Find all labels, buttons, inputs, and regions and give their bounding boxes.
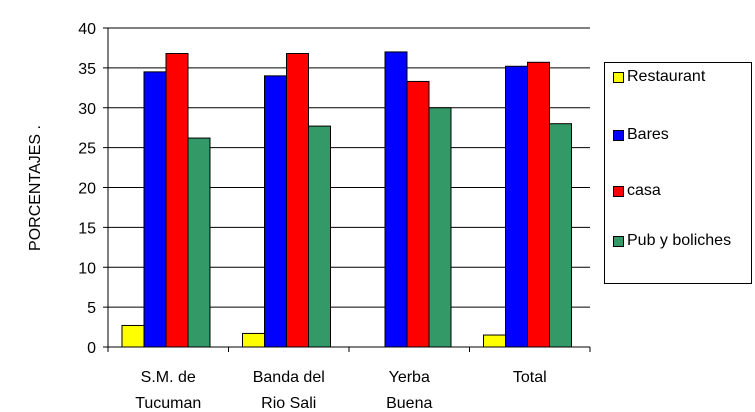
- bar-casa: [406, 80, 430, 348]
- y-tick-label: 0: [87, 340, 96, 357]
- bar-casa: [286, 53, 309, 348]
- y-tick-label: 35: [78, 61, 96, 78]
- bar-bares: [143, 71, 167, 348]
- legend-label: Restaurant: [627, 68, 706, 85]
- legend-swatch: [613, 130, 624, 141]
- y-tick-label: 20: [78, 181, 96, 198]
- bar-pub-y-boliches: [187, 137, 211, 348]
- y-tick-label: 15: [78, 220, 96, 237]
- y-tick-label: 25: [78, 141, 96, 158]
- bar-bares: [505, 65, 528, 348]
- legend: Restaurant Bares casa Pub y boliches: [604, 62, 752, 284]
- bar-restaurant: [242, 332, 265, 348]
- x-tick-label: Banda del: [253, 369, 325, 386]
- x-tick-label: Yerba: [389, 369, 430, 386]
- legend-label: Bares: [627, 126, 669, 143]
- x-tick-labels: S.M. de Tucuman Banda del Rio Sali Yerba Buen…: [135, 369, 546, 412]
- bar-restaurant: [121, 324, 145, 348]
- bar-casa: [527, 61, 550, 348]
- legend-swatch: [613, 236, 624, 247]
- y-tick-label: 5: [87, 300, 96, 317]
- x-tick-label: Rio Sali: [261, 395, 316, 412]
- bar-casa: [165, 53, 189, 348]
- bar-bares: [264, 75, 287, 348]
- y-tick-label: 40: [78, 21, 96, 38]
- legend-label: Pub y boliches: [627, 232, 732, 249]
- x-tick-label: Total: [513, 369, 547, 386]
- y-tick-label: 30: [78, 101, 96, 118]
- legend-label: casa: [627, 182, 661, 199]
- x-tick-label: Tucuman: [135, 395, 201, 412]
- bar-pub-y-boliches: [308, 125, 331, 348]
- y-tick-labels: 0 5 10 15 20 25 30 35 40: [78, 21, 108, 357]
- y-axis-label: PORCENTAJES .: [27, 125, 44, 251]
- bars: [121, 51, 572, 348]
- y-tick-label: 10: [78, 260, 96, 277]
- legend-swatch: [613, 72, 624, 83]
- legend-swatch: [613, 186, 624, 197]
- bar-pub-y-boliches: [428, 107, 452, 348]
- x-tick-label: Buena: [386, 395, 432, 412]
- bar-pub-y-boliches: [549, 123, 572, 348]
- bar-restaurant: [483, 334, 506, 348]
- x-tick-label: S.M. de: [141, 369, 196, 386]
- bar-bares: [384, 51, 408, 348]
